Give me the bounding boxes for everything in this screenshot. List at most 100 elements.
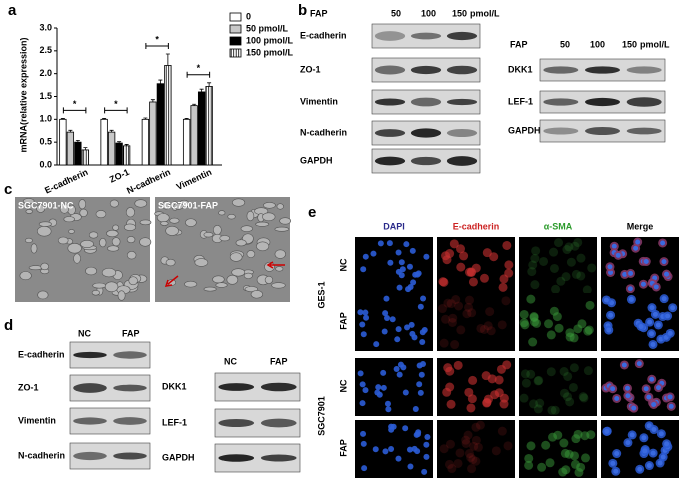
- cell: [37, 290, 49, 300]
- group-label: SGC7901: [316, 396, 326, 436]
- image-label: SGC7901-NC: [18, 200, 74, 210]
- error-bar: [75, 139, 80, 143]
- blot-band: [585, 126, 620, 136]
- cell: [547, 405, 557, 415]
- bar: [182, 118, 191, 166]
- cell: [445, 382, 455, 392]
- cell: [534, 375, 544, 385]
- blot-band: [585, 97, 620, 107]
- cell: [526, 441, 536, 451]
- cell: [581, 453, 591, 463]
- cell: [471, 422, 481, 432]
- cell: [549, 263, 559, 273]
- group-label: GES-1: [316, 281, 326, 308]
- cell: [386, 240, 393, 247]
- cell: [156, 213, 170, 223]
- cell: [526, 294, 536, 304]
- nucleus: [611, 243, 617, 249]
- cell: [396, 371, 403, 378]
- cell: [357, 309, 364, 316]
- blot-band: [410, 128, 442, 138]
- y-tick-label: 0.0: [39, 159, 52, 169]
- blot-label: ZO-1: [300, 64, 321, 74]
- column-header: α-SMA: [544, 221, 573, 231]
- nucleus: [648, 331, 654, 337]
- lane-header: 50: [391, 8, 401, 18]
- cell: [559, 366, 569, 376]
- cell: [519, 309, 529, 319]
- cell: [466, 403, 476, 413]
- cell: [533, 404, 543, 414]
- y-tick-label: 1.5: [39, 91, 52, 101]
- cell: [554, 323, 564, 333]
- cell: [461, 438, 471, 448]
- nucleus: [608, 312, 614, 318]
- fluorescence-tile: [355, 237, 433, 295]
- cell: [574, 467, 584, 477]
- cell: [445, 439, 455, 449]
- cell: [411, 445, 418, 452]
- cell: [437, 304, 447, 314]
- significance-mark: *: [114, 99, 118, 109]
- cell: [491, 446, 501, 456]
- nucleus: [628, 296, 634, 302]
- cell: [373, 341, 380, 348]
- blot-label: GAPDH: [508, 125, 541, 135]
- cell: [446, 399, 456, 409]
- bar: [122, 145, 131, 166]
- cell: [107, 245, 120, 252]
- cell: [395, 268, 402, 275]
- nucleus: [660, 240, 666, 246]
- cell: [417, 303, 424, 310]
- cell: [275, 266, 284, 272]
- blot-band: [374, 129, 406, 137]
- cell: [497, 426, 507, 436]
- nucleus: [631, 405, 637, 411]
- cell: [395, 455, 402, 462]
- cell: [545, 458, 555, 468]
- cell: [407, 284, 414, 291]
- cell: [420, 295, 427, 302]
- cell: [162, 201, 170, 210]
- cell: [541, 440, 551, 450]
- fluorescence-tile: [437, 420, 515, 478]
- legend-swatch: [229, 36, 242, 46]
- nucleus: [657, 460, 663, 466]
- fluorescence-tile: [519, 358, 597, 416]
- nucleus: [633, 245, 639, 251]
- bar: [74, 141, 82, 166]
- cell: [229, 252, 243, 262]
- cell: [537, 462, 547, 472]
- significance-bracket: [145, 43, 169, 50]
- blot-band: [446, 156, 478, 166]
- cell: [264, 275, 274, 284]
- cell: [524, 453, 534, 463]
- cell: [88, 231, 99, 239]
- cell: [528, 337, 538, 347]
- cell: [111, 237, 121, 247]
- nucleus: [627, 286, 633, 292]
- cell: [375, 384, 382, 391]
- cell: [535, 398, 545, 408]
- cell: [483, 394, 493, 404]
- cell: [359, 400, 366, 407]
- image-label: SGC7901-FAP: [158, 200, 218, 210]
- cell: [584, 325, 594, 335]
- nucleus: [638, 323, 644, 329]
- blot-band: [73, 383, 107, 393]
- cell: [406, 263, 413, 270]
- cell: [563, 371, 573, 381]
- cell: [576, 253, 586, 263]
- cell: [532, 318, 542, 328]
- cell: [438, 277, 448, 287]
- panel-letter: e: [308, 204, 316, 221]
- cell: [459, 251, 469, 261]
- bar: [156, 83, 165, 166]
- cell: [464, 295, 474, 305]
- cell: [486, 326, 496, 336]
- cell: [446, 299, 456, 309]
- cell: [412, 405, 419, 412]
- cell: [104, 281, 119, 293]
- cell: [573, 429, 583, 439]
